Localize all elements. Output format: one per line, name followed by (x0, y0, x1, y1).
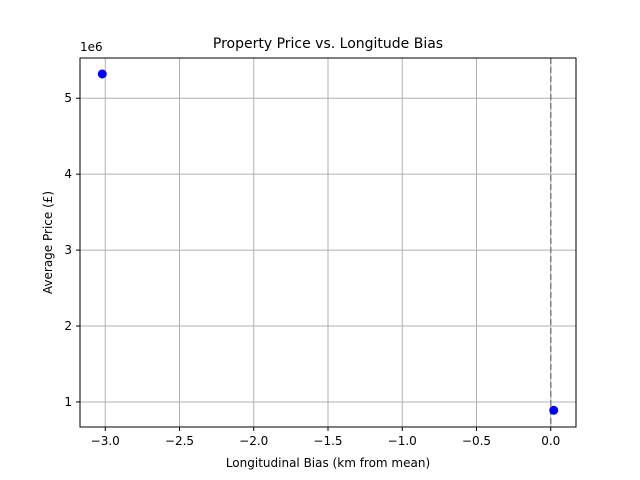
x-tick-label: −0.5 (462, 434, 491, 448)
grid-lines (80, 58, 576, 427)
x-tick-label: −2.5 (165, 434, 194, 448)
x-tick-label: −3.0 (91, 434, 120, 448)
y-tick-label: 2 (64, 319, 72, 333)
data-points (97, 69, 559, 415)
y-axis-ticks: 1 2 3 4 5 (64, 91, 80, 409)
x-tick-label: 0.0 (541, 434, 560, 448)
y-tick-label: 3 (64, 243, 72, 257)
chart-title: Property Price vs. Longitude Bias (213, 36, 443, 52)
x-tick-label: −1.5 (313, 434, 342, 448)
scatter-point (97, 69, 107, 79)
x-tick-label: −1.0 (388, 434, 417, 448)
y-axis-offset-label: 1e6 (80, 40, 103, 54)
x-tick-label: −2.0 (239, 434, 268, 448)
y-tick-label: 5 (64, 91, 72, 105)
y-axis-label: Average Price (£) (41, 191, 55, 294)
y-tick-label: 1 (64, 395, 72, 409)
scatter-point (549, 405, 559, 415)
x-axis-label: Longitudinal Bias (km from mean) (226, 456, 430, 470)
x-axis-ticks: −3.0 −2.5 −2.0 −1.5 −1.0 −0.5 0.0 (91, 427, 560, 448)
y-tick-label: 4 (64, 167, 72, 181)
